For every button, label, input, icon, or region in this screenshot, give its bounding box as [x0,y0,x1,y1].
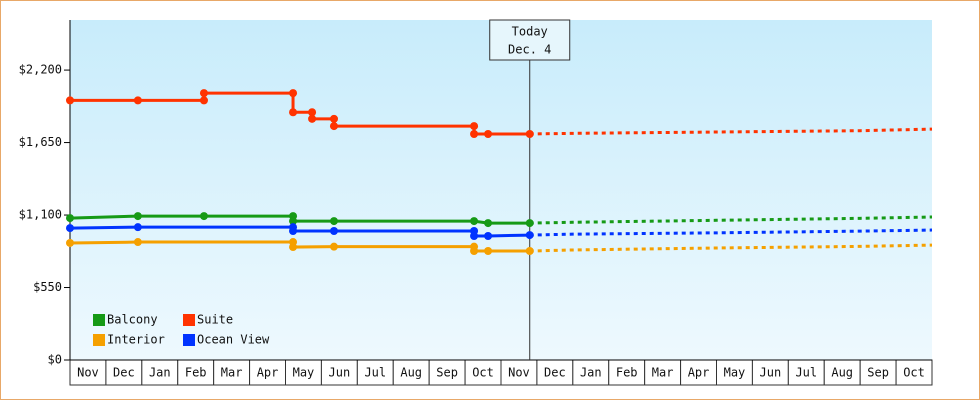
x-tick-label: Apr [257,366,279,380]
point [133,223,142,232]
y-tick-label: $1,100 [19,208,62,222]
y-tick-label: $1,650 [19,135,62,149]
point [66,238,74,247]
legend-swatch [183,334,195,346]
x-tick-label: Mar [221,366,243,380]
legend-swatch [183,314,195,326]
legend-label: Balcony [107,313,158,327]
x-label-box [464,359,502,386]
x-tick-label: Aug [831,366,853,380]
forecast-line [529,228,933,237]
point [199,96,208,105]
point [66,224,74,233]
x-tick-label: Jun [329,366,351,380]
point [329,114,338,123]
x-tick-label: Nov [77,366,99,380]
point [470,231,479,240]
point [329,122,338,131]
point [66,214,74,223]
point [133,238,142,247]
point [289,108,298,117]
point [329,217,338,226]
x-label-box [320,359,358,386]
x-tick-label: Sep [436,366,458,380]
x-label-box [680,359,717,386]
point [470,217,479,226]
point [525,129,534,138]
x-tick-label: Feb [185,366,207,380]
point [525,247,534,256]
y-tick-label: $2,200 [19,63,62,77]
point [199,212,208,221]
today-box [489,19,571,61]
legend-label: Suite [197,313,233,327]
x-label-box [536,359,574,386]
x-label-box [823,359,861,386]
x-tick-label: Sep [867,366,889,380]
point [484,129,493,138]
point [484,219,493,228]
x-tick-label: Feb [616,366,638,380]
point [199,89,208,98]
forecast-line [529,127,933,136]
forecast-line [529,215,933,225]
x-tick-label: May [724,366,746,380]
x-label-box [895,359,933,386]
today-label: Dec. 4 [508,43,551,57]
point [484,247,493,256]
point [308,108,317,117]
y-tick-label: $0 [48,353,62,367]
point [329,226,338,235]
point [289,217,298,226]
x-tick-label: Dec [113,366,135,380]
point [289,243,298,252]
x-label-box [716,359,753,386]
point [525,231,534,240]
legend-swatch [93,314,105,326]
x-label-box [644,359,682,386]
x-tick-label: Jan [580,366,602,380]
x-label-box [572,359,610,386]
forecast-line [529,243,933,253]
point [133,96,142,105]
x-tick-label: Oct [472,366,494,380]
point [470,122,479,131]
x-tick-label: Nov [508,366,530,380]
x-tick-label: Apr [688,366,710,380]
today-label: Today [512,25,548,39]
x-label-box [787,359,825,386]
x-tick-label: Jul [795,366,817,380]
x-tick-label: May [293,366,315,380]
x-tick-label: Oct [903,366,925,380]
x-tick-label: Aug [400,366,422,380]
legend-swatch [93,334,105,346]
legend-label: Ocean View [197,333,270,347]
x-tick-label: Jun [760,366,782,380]
x-tick-label: Dec [544,366,566,380]
point [289,89,298,98]
point [470,247,479,256]
point [525,219,534,228]
x-tick-label: Jan [149,366,171,380]
x-tick-label: Jul [364,366,386,380]
point [289,226,298,235]
point [484,231,493,240]
legend-label: Interior [107,333,165,347]
point [66,96,74,105]
point [308,114,317,123]
point [329,242,338,251]
plot-area [70,20,932,360]
point [133,212,142,221]
point [470,129,479,138]
x-tick-label: Mar [652,366,674,380]
y-tick-label: $550 [33,280,62,294]
